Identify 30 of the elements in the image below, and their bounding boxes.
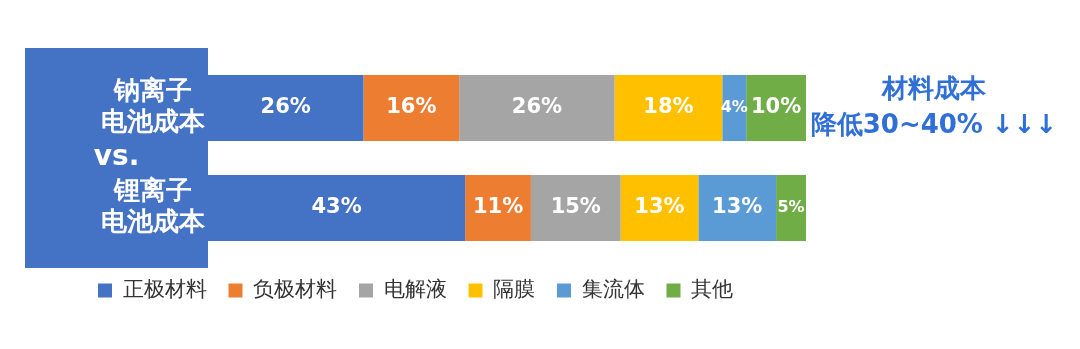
legend-label: 隔膜 — [493, 276, 535, 301]
data-label: 16% — [386, 94, 437, 119]
text: vs. — [93, 139, 140, 173]
legend-label: 集流体 — [581, 276, 645, 301]
bar — [363, 75, 460, 141]
bar — [614, 75, 723, 141]
bar — [465, 175, 531, 241]
data-label: 26% — [511, 94, 563, 119]
bar — [620, 175, 699, 241]
y-tick-label: 锂离子电池成本 — [101, 175, 206, 237]
legend-label: 负极材料 — [253, 276, 337, 301]
data-label: 13% — [712, 194, 763, 219]
bar — [698, 175, 777, 241]
bar — [776, 175, 806, 241]
data-label: 5% — [777, 197, 805, 217]
text: 材料成本 — [881, 72, 987, 103]
data-label: 10% — [750, 94, 802, 119]
legend-label: 电解液 — [383, 276, 447, 301]
text: 降低30~40% ↓↓↓ — [810, 108, 1058, 139]
data-label: 13% — [634, 194, 685, 219]
data-label: 18% — [643, 94, 694, 119]
y-tick-label: 钠离子电池成本 — [101, 75, 206, 137]
bar — [459, 75, 615, 141]
legend-label: 正极材料 — [122, 276, 207, 301]
data-label: 26% — [260, 94, 311, 119]
legend-label: 其他 — [691, 276, 733, 301]
bar — [530, 175, 621, 241]
data-label: 43% — [311, 194, 362, 219]
data-label: 15% — [550, 194, 601, 219]
data-label: 11% — [472, 194, 524, 219]
